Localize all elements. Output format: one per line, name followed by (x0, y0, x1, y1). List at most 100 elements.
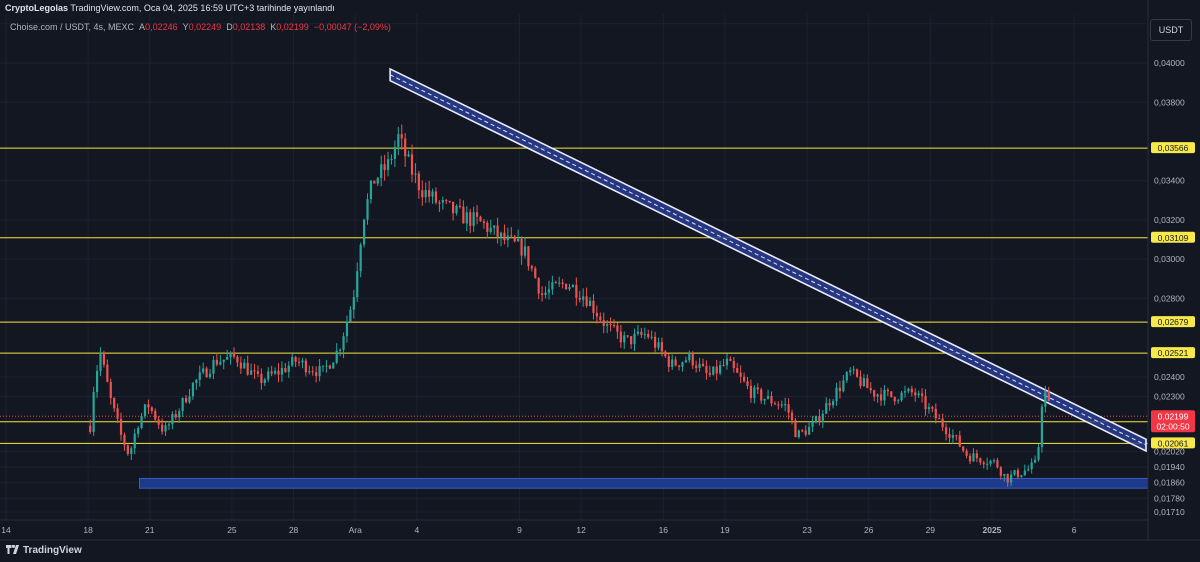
candle-body (842, 380, 845, 392)
candle-body (222, 359, 225, 362)
candle-body (335, 350, 338, 363)
time-tick-label: 2025 (982, 525, 1001, 535)
candle-body (729, 358, 732, 361)
horizontal-levels (0, 147, 1148, 444)
open-value: 0,02246 (145, 22, 178, 32)
candle-body (951, 435, 955, 438)
candle-body (143, 404, 147, 416)
candle-body (801, 430, 804, 432)
candle-body (914, 392, 917, 396)
high-label: Y (182, 22, 189, 32)
candle-body (561, 282, 564, 284)
candle-body (766, 395, 770, 399)
candle-body (541, 293, 544, 295)
candle-body (390, 158, 393, 160)
candle-body (753, 387, 756, 398)
price-tick-label: 0,01860 (1154, 478, 1185, 488)
candle-body (630, 336, 633, 345)
candle-body (958, 435, 961, 447)
candle-body (226, 356, 229, 360)
candle-body (164, 425, 167, 432)
candle-body (972, 453, 975, 462)
candle-body (208, 373, 212, 378)
candle-body (513, 236, 516, 242)
candle-body (359, 244, 362, 272)
candle-body (616, 325, 619, 332)
candle-body (140, 415, 143, 428)
candle-body (448, 200, 451, 202)
candle-body (619, 331, 622, 343)
candle-body (527, 246, 530, 267)
tradingview-label: TradingView (23, 545, 82, 556)
candle-body (130, 448, 133, 454)
candle-body (575, 285, 578, 298)
candle-body (482, 221, 486, 223)
candle-body (609, 324, 612, 326)
candle-body (869, 388, 872, 391)
candle-body (493, 225, 496, 228)
candle-body (236, 356, 239, 363)
candle-body (232, 352, 236, 357)
symbol-title: Choise.com / USDT, 4s, MEXC (10, 22, 135, 32)
candle-body (701, 363, 705, 366)
candle-body (784, 404, 787, 406)
candle-body (126, 445, 129, 454)
candle-body (924, 395, 927, 410)
candle-body (879, 394, 883, 401)
candle-body (725, 358, 729, 366)
candle-body (311, 371, 314, 373)
candle-body (462, 206, 465, 224)
candle-body (1030, 462, 1033, 470)
candle-body (999, 467, 1002, 476)
candle-body (1013, 470, 1016, 475)
candle-body (674, 359, 677, 366)
candle-body (89, 425, 92, 432)
candle-body (845, 372, 848, 381)
candle-body (780, 404, 783, 406)
candle-body (308, 371, 311, 373)
tradingview-brand[interactable]: TradingView (6, 545, 82, 556)
candle-body (99, 352, 102, 371)
candle-body (445, 200, 448, 202)
candles (89, 124, 1050, 487)
price-tick-label: 0,01780 (1154, 493, 1185, 503)
candle-body (643, 333, 646, 335)
candle-body (349, 309, 352, 322)
candle-body (921, 393, 924, 396)
candle-body (636, 331, 640, 334)
currency-button[interactable]: USDT (1150, 19, 1192, 41)
candle-body (790, 412, 794, 421)
candle-body (1003, 474, 1006, 476)
candle-body (451, 201, 455, 214)
candle-body (626, 335, 629, 337)
candle-body (582, 296, 585, 300)
candle-body (270, 371, 273, 374)
candle-body (623, 335, 626, 343)
candle-body (523, 246, 527, 256)
candle-body (814, 416, 818, 423)
candle-body (944, 427, 948, 435)
candle-body (866, 378, 869, 389)
candle-body (965, 450, 968, 456)
candle-body (486, 222, 489, 232)
candle-body (691, 352, 694, 366)
candle-body (1047, 390, 1050, 402)
level-tag: 0,02679 (1158, 317, 1189, 327)
candle-body (989, 460, 992, 464)
candle-body (188, 396, 191, 403)
time-axis[interactable]: 14 18 21 25 28 Ara 4 9 12 16 19 23 26 29 2025 6 (1, 525, 1076, 535)
candle-body (161, 424, 164, 432)
candle-body (328, 365, 331, 369)
candle-body (1023, 470, 1026, 476)
candle-body (910, 388, 913, 393)
candle-body (934, 408, 937, 419)
time-tick-label: 16 (659, 525, 669, 535)
tradingview-logo-icon (6, 545, 19, 554)
candle-body (106, 364, 109, 382)
candle-body (304, 360, 307, 373)
candle-body (438, 202, 441, 204)
open-label: A (139, 22, 146, 32)
candle-body (119, 418, 123, 435)
candle-body (1033, 459, 1037, 463)
